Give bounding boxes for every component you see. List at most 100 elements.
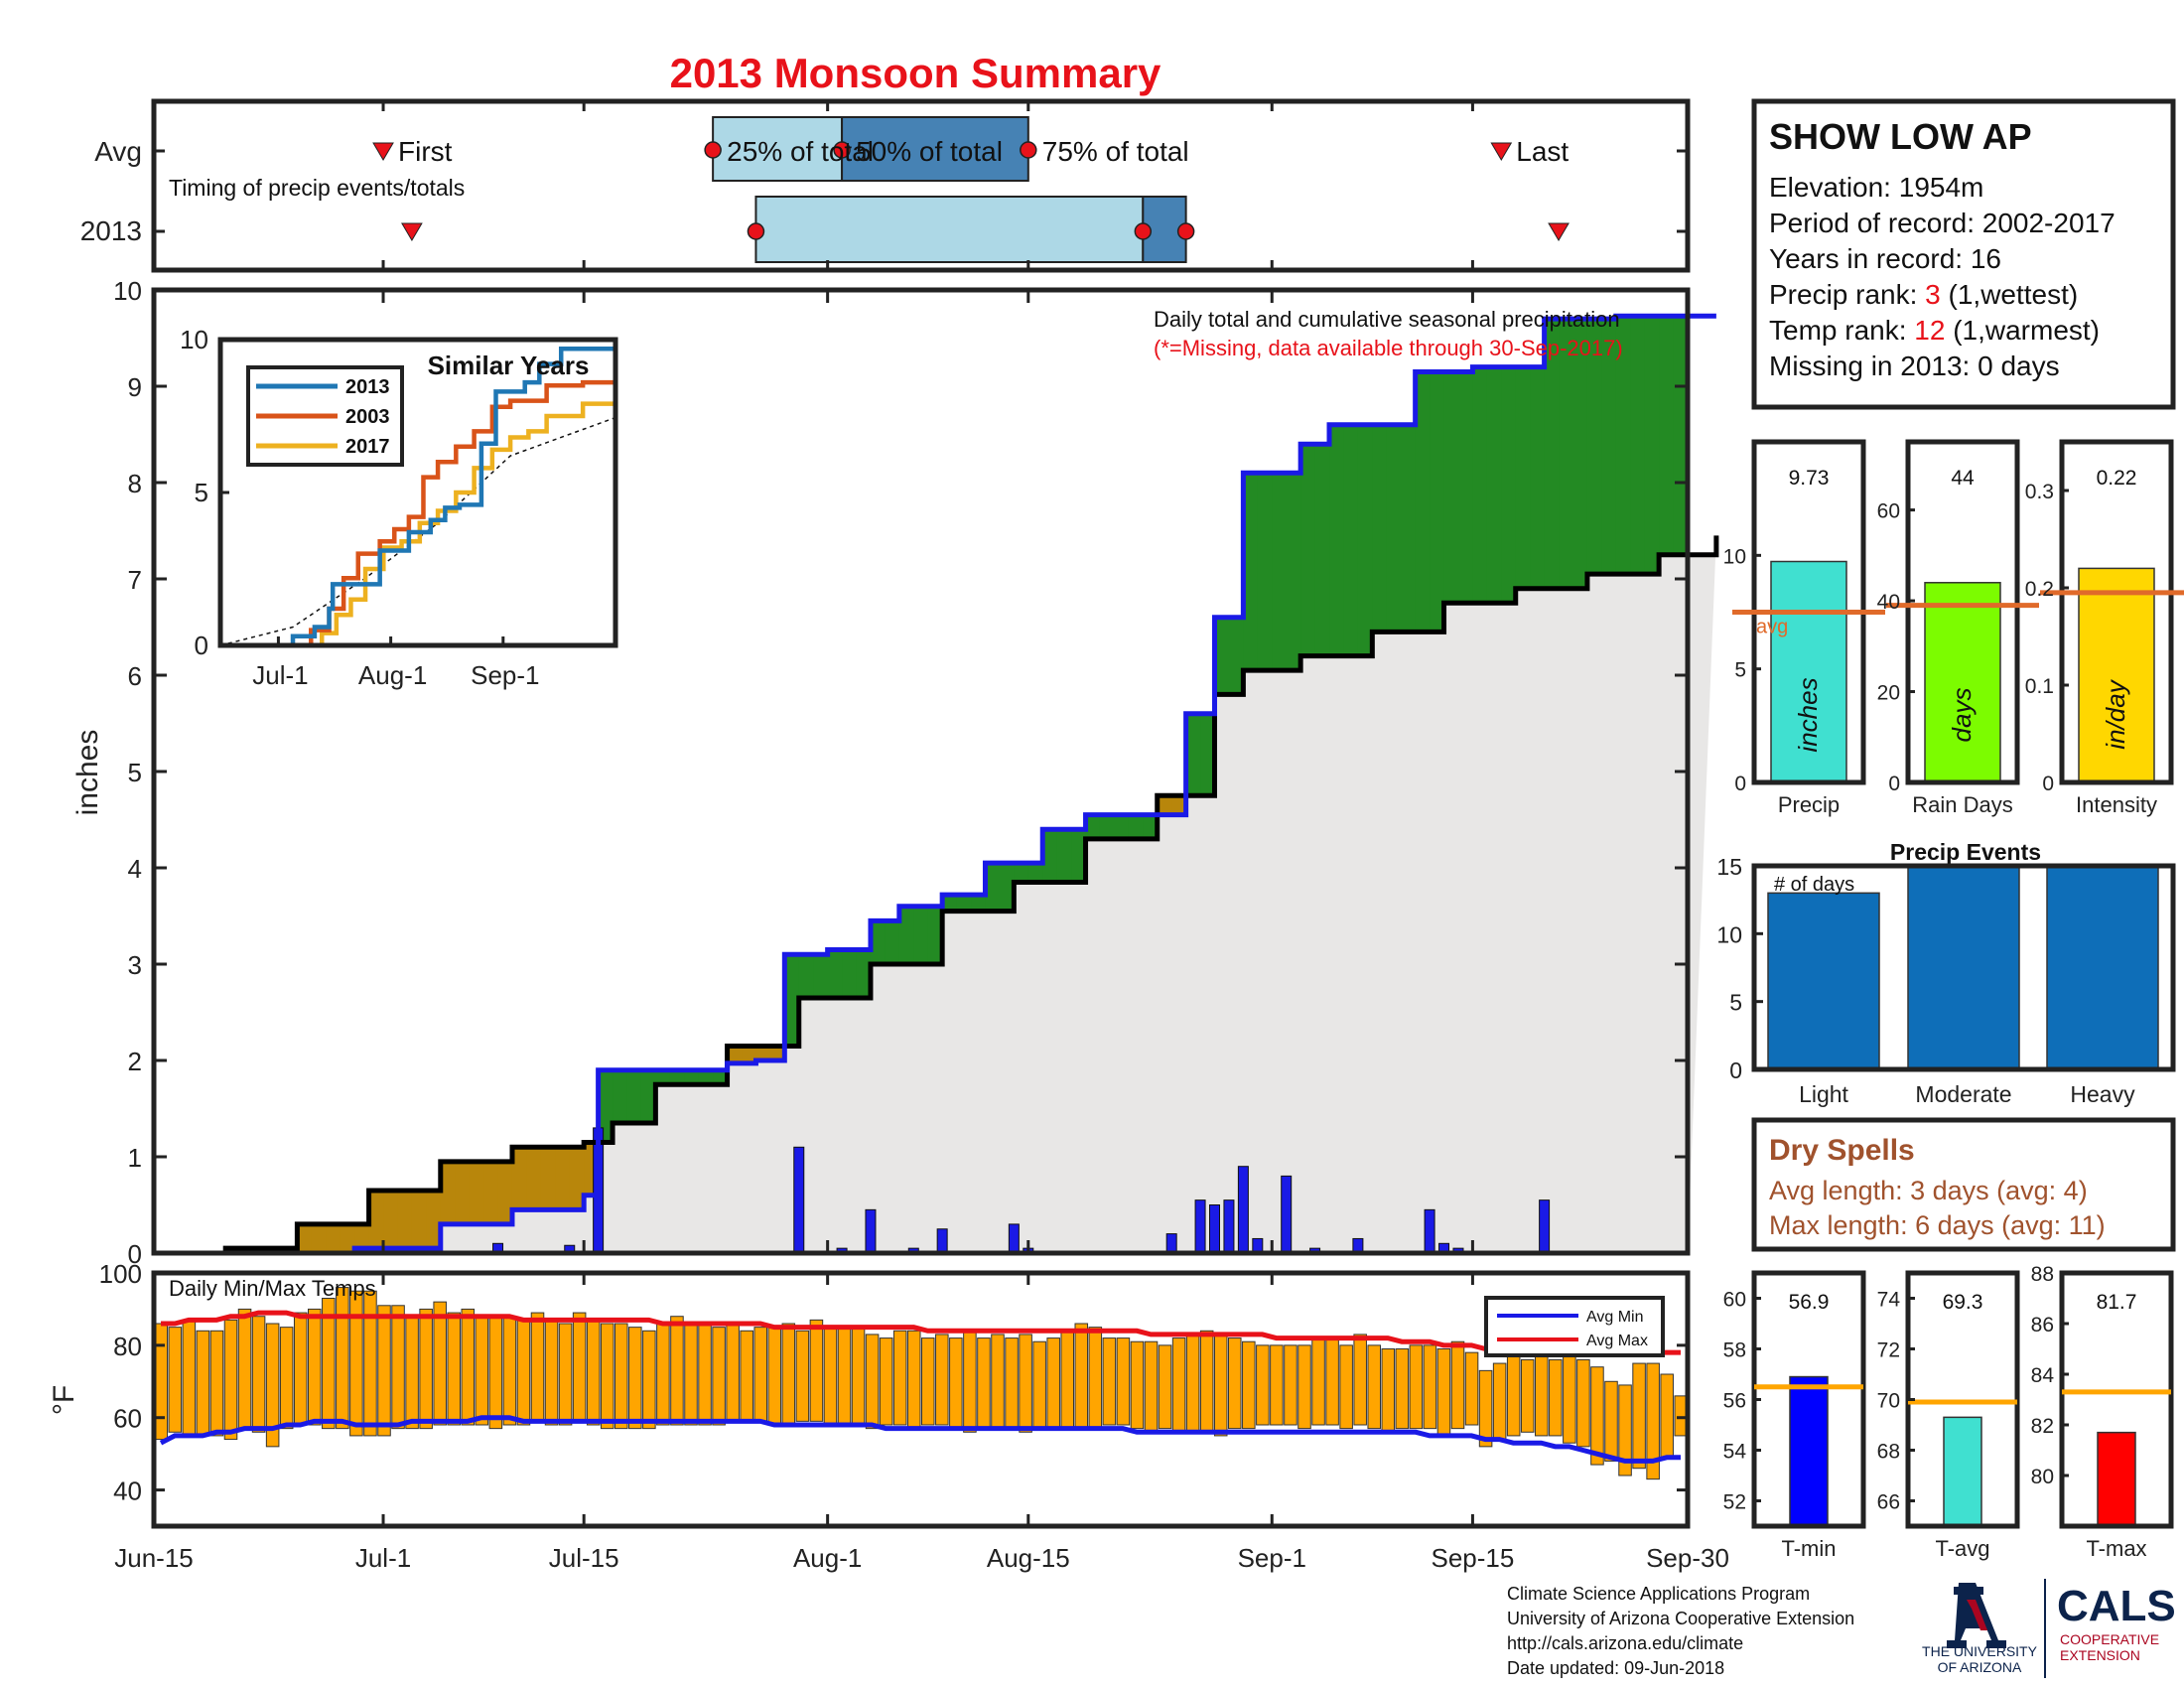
main-ytick-label: 1 — [128, 1143, 142, 1173]
temp-chart-0: 52 54 56 58 60 56.9 T-min — [1723, 1270, 1866, 1561]
dry-title: Dry Spells — [1769, 1134, 1915, 1167]
temp-range-bar — [1074, 1323, 1089, 1430]
temp-range-bar — [1158, 1344, 1172, 1430]
last-label: Last — [1516, 136, 1569, 167]
daily-precip-bar — [1165, 1233, 1177, 1254]
avg-p75-marker — [1020, 141, 1037, 159]
above-avg-fill — [1099, 814, 1116, 839]
figure-title: 2013 Monsoon Summary — [670, 50, 1161, 96]
cals-sub-1: COOPERATIVE — [2060, 1631, 2159, 1647]
above-avg-fill — [870, 920, 887, 964]
above-avg-fill — [856, 949, 872, 998]
stat-frame — [1905, 439, 2020, 785]
cals-logo: CALS — [2057, 1582, 2176, 1630]
daily-precip-bar — [1237, 1166, 1249, 1254]
avg-max-line — [161, 1310, 1681, 1355]
daily-precip-bar — [1281, 1175, 1293, 1254]
p75-label: 75% of total — [1042, 136, 1189, 167]
above-avg-fill — [669, 1069, 685, 1085]
stat-label: Precip — [1778, 792, 1840, 817]
above-avg-fill — [1586, 319, 1602, 575]
timing-ticks — [152, 101, 1690, 270]
events-marks — [1767, 865, 2159, 1070]
stat-tick-label: 60 — [1877, 500, 1900, 523]
temp-range-bar — [781, 1323, 796, 1426]
observed-cumulative-line — [154, 313, 1716, 1256]
temp-range-bar — [1311, 1337, 1325, 1426]
temp-range-bar — [1381, 1348, 1396, 1433]
temp-range-bar — [1046, 1337, 1060, 1430]
temp-range-bar — [1409, 1344, 1424, 1430]
main-ytick-label: 3 — [128, 950, 142, 980]
temp-range-bar — [405, 1316, 419, 1430]
temp-bar-tick-label: 80 — [2031, 1466, 2054, 1488]
temp-range-bar — [740, 1330, 753, 1422]
date-label: Aug-1 — [793, 1543, 862, 1573]
above-avg-fill — [999, 863, 1015, 912]
temp-range-bar — [1478, 1369, 1493, 1448]
above-avg-fill — [1501, 366, 1517, 604]
temp-bar-tick-label: 58 — [1723, 1339, 1746, 1362]
above-avg-fill — [1530, 366, 1546, 589]
temp-bar-label: T-avg — [1935, 1536, 1989, 1561]
above-avg-fill — [842, 949, 858, 998]
timing-year-label: 2013 — [80, 215, 142, 246]
temp-range-bar — [461, 1308, 476, 1426]
below-avg-fill — [540, 1147, 556, 1210]
below-avg-fill — [569, 1147, 585, 1210]
dry-frame — [1751, 1117, 2176, 1252]
above-avg-fill — [698, 1069, 714, 1085]
temp-range-bar — [530, 1312, 545, 1422]
above-avg-fill — [1214, 617, 1230, 695]
above-avg-fill — [1659, 316, 1675, 555]
temp-bar-value: 81.7 — [2097, 1291, 2137, 1314]
temp-range-bar — [1242, 1340, 1256, 1430]
inset-marks — [219, 346, 618, 648]
above-avg-fill — [655, 1069, 671, 1085]
temp-bar-value: 56.9 — [1789, 1291, 1830, 1314]
above-avg-fill — [1185, 713, 1201, 796]
below-avg-fill — [555, 1147, 571, 1210]
temp-range-bar — [558, 1323, 573, 1426]
daily-precip-bar — [1424, 1208, 1435, 1254]
temp-range-bar — [1102, 1337, 1117, 1426]
below-avg-fill — [440, 1161, 456, 1224]
above-avg-fill — [1644, 316, 1660, 575]
temp-range-bar — [516, 1319, 531, 1426]
avg-p50-p75-box — [841, 116, 1029, 182]
avg-p25-marker — [704, 141, 722, 159]
year-first-marker — [401, 222, 423, 241]
temp-range-bar — [1228, 1337, 1242, 1430]
below-avg-fill — [1157, 795, 1172, 815]
events-category-label: Light — [1799, 1081, 1848, 1107]
above-avg-fill — [1314, 444, 1330, 656]
avg-p50-marker — [833, 141, 851, 159]
temp-range-bar — [1284, 1344, 1297, 1426]
above-avg-fill — [813, 954, 829, 998]
temp-legend-box — [1484, 1296, 1665, 1357]
above-avg-fill — [640, 1069, 656, 1124]
station-elevation: Elevation: 1954m — [1769, 172, 1983, 203]
first-label: First — [398, 136, 453, 167]
temp-range-bar — [1088, 1327, 1103, 1430]
temp-range-bar — [182, 1319, 197, 1437]
main-ytick-label: 9 — [128, 372, 142, 402]
temp-range-bar — [1436, 1348, 1451, 1437]
above-avg-fill — [1430, 371, 1445, 633]
above-avg-fill — [1056, 829, 1072, 883]
temp-frame — [151, 1270, 1691, 1529]
above-avg-fill — [1200, 713, 1216, 796]
above-avg-fill — [898, 906, 914, 964]
above-avg-fill — [1014, 863, 1029, 883]
temp-range-bar — [336, 1287, 349, 1430]
above-avg-fill — [598, 1069, 614, 1143]
temp-range-bar — [1492, 1362, 1507, 1441]
date-label: Jun-15 — [114, 1543, 194, 1573]
stat-tick-label: 0.2 — [2025, 578, 2054, 601]
events-tick-label: 0 — [1729, 1057, 1742, 1083]
events-tick-label: 5 — [1729, 990, 1742, 1016]
footer: Climate Science Applications Program Uni… — [1507, 1579, 2176, 1678]
legend-avg-min: Avg Min — [1586, 1309, 1644, 1326]
main-note: Daily total and cumulative seasonal prec… — [1154, 307, 1620, 332]
